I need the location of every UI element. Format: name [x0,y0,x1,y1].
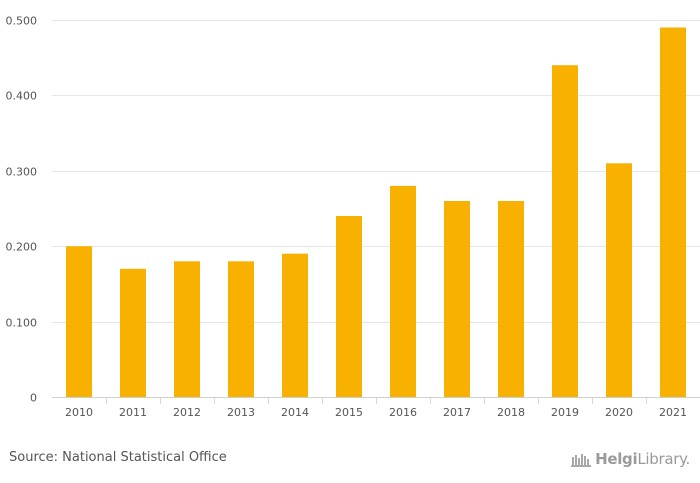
x-tick-label: 2015 [335,406,363,419]
bar-2018[interactable] [498,201,524,397]
source-note: Source: National Statistical Office [9,450,227,465]
logo-text-regular: Library. [637,450,690,468]
bar-2014[interactable] [282,253,308,397]
bar-2016[interactable] [390,185,416,397]
y-axis-ticks: 0 0.100 0.200 0.300 0.400 0.500 [6,15,38,405]
x-tick-label: 2014 [281,406,309,419]
x-tick-label: 2018 [497,406,525,419]
y-tick-label: 0 [30,392,37,405]
y-tick-label: 0.200 [6,241,38,254]
bar-2015[interactable] [336,216,362,397]
y-tick-label: 0.400 [6,90,38,103]
y-tick-label: 0.300 [6,166,38,179]
bar-2020[interactable] [606,163,632,397]
x-tick-label: 2021 [659,406,687,419]
bar-2017[interactable] [444,201,470,397]
bar-2012[interactable] [174,261,200,397]
bar-2021[interactable] [660,27,686,398]
helgi-library-logo[interactable]: HelgiLibrary. [571,449,690,469]
bar-2019[interactable] [552,65,578,397]
x-axis-ticks: 2010 2011 2012 2013 2014 2015 2016 2017 2018 2019… [65,397,687,419]
gridlines [52,20,700,398]
x-tick-label: 2019 [551,406,579,419]
y-tick-label: 0.100 [6,317,38,330]
y-tick-label: 0.500 [6,15,38,28]
bar-2013[interactable] [228,261,254,397]
x-tick-label: 2013 [227,406,255,419]
bar-2011[interactable] [120,268,146,397]
x-tick-label: 2020 [605,406,633,419]
x-tick-label: 2016 [389,406,417,419]
library-logo-icon [571,454,592,467]
x-tick-label: 2017 [443,406,471,419]
x-tick-label: 2010 [65,406,93,419]
x-tick-label: 2012 [173,406,201,419]
logo-text-bold: Helgi [595,450,638,468]
bar-2010[interactable] [66,246,92,397]
bars [66,27,686,398]
x-tick-label: 2011 [119,406,147,419]
